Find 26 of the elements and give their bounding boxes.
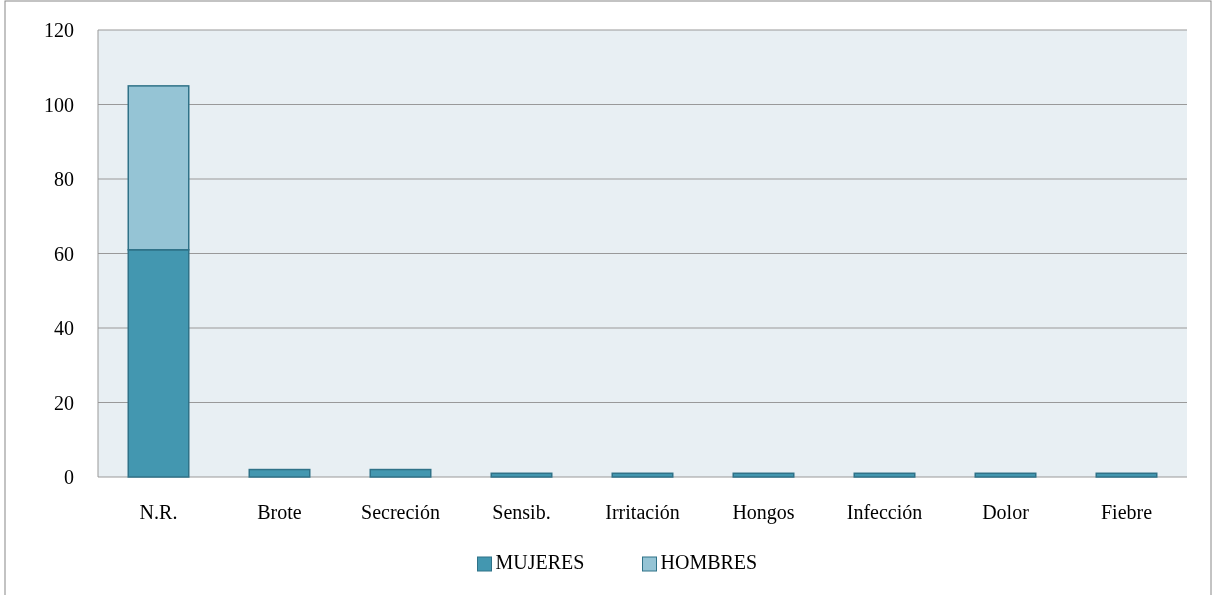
legend-label: MUJERES <box>495 551 585 573</box>
bar <box>248 468 311 478</box>
bar <box>611 472 674 478</box>
bar <box>974 472 1037 478</box>
x-tick-label: Irritación <box>605 501 680 523</box>
x-tick-label: Infección <box>846 501 923 523</box>
y-tick-label: 0 <box>64 466 74 488</box>
bar <box>1095 472 1158 478</box>
x-tick-label: Dolor <box>982 501 1030 523</box>
x-tick-label: Fiebre <box>1100 501 1153 523</box>
x-tick-label: N.R. <box>139 501 178 523</box>
y-tick-label: 60 <box>54 242 74 265</box>
bar <box>369 468 432 478</box>
bar <box>853 472 916 478</box>
bar <box>490 472 553 478</box>
bar <box>732 472 795 478</box>
y-tick-label: 40 <box>54 317 74 339</box>
x-tick-label: Brote <box>257 501 302 523</box>
y-tick-label: 120 <box>44 19 74 41</box>
x-tick-label: Secreción <box>361 501 440 523</box>
x-tick-label: Sensib. <box>492 501 551 523</box>
y-tick-label: 100 <box>44 93 74 116</box>
y-tick-label: 20 <box>54 391 74 414</box>
x-tick-label: Hongos <box>732 501 795 524</box>
y-tick-label: 80 <box>54 168 74 190</box>
legend-label: HOMBRES <box>660 551 758 573</box>
